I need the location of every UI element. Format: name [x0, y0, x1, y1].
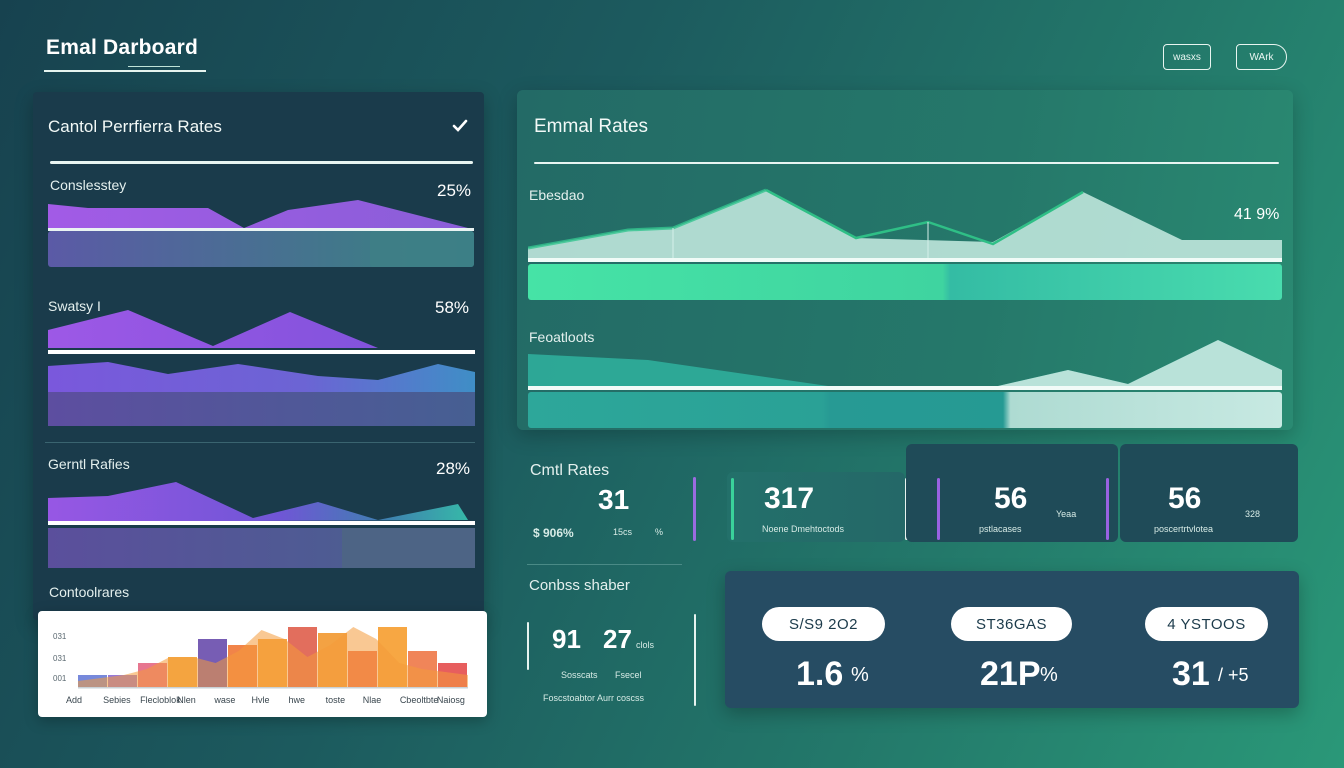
lower-stats-divider [527, 564, 682, 565]
rates-section-label-1: Ebesdao [529, 187, 585, 203]
x-axis-labels: Add Sebies Flecloblok Nlen wase Hvle hwe toste N… [66, 695, 474, 709]
rates-chart-2 [528, 340, 1282, 428]
summary-unit-1: % [851, 664, 869, 686]
stat-value-4: 56 [1168, 482, 1202, 515]
lower-stat-value-1: 91 [552, 624, 581, 654]
stats-title: Cmtl Rates [530, 462, 610, 479]
x-axis-label: Naiosg [436, 695, 465, 705]
performance-panel-title: Cantol Perrfierra Rates [48, 117, 222, 136]
rates-section-label-2: Feoatloots [529, 329, 595, 345]
y-tick: 001 [53, 674, 67, 683]
title-underline-accent [128, 66, 180, 67]
summary-pill-1[interactable]: S/S9 2O2 [762, 607, 885, 641]
lower-stat-unit: clols [636, 640, 655, 650]
stat-side-card4: 328 [1245, 509, 1261, 519]
rates-section-value-1: 41 9% [1234, 206, 1280, 223]
rates-divider [534, 162, 1279, 164]
lower-stat-value-2: 27 [603, 624, 632, 654]
lower-stats-bar-2 [694, 614, 696, 706]
stat-sub-card2: Noene Dmehtoctods [762, 524, 845, 534]
panel-divider [50, 161, 473, 164]
lower-stat-sub-1: Sosscats [561, 670, 598, 680]
metric-label-1: Conslesstey [50, 177, 127, 193]
metric-value-2: 58% [435, 298, 470, 317]
stat-value-2: 317 [764, 482, 815, 515]
stat-sub-card3: pstlacases [979, 524, 1022, 534]
x-axis-label: hwe [288, 695, 306, 705]
header-button-secondary[interactable]: WArk [1236, 44, 1287, 70]
metric-value-3: 28% [436, 459, 471, 478]
y-tick: 031 [53, 654, 67, 663]
metric-chart-3 [48, 482, 475, 568]
x-axis-label: wase [214, 695, 236, 705]
stat-sub-3: % [655, 527, 664, 537]
stat-sub-card4: poscertrtvlotea [1154, 524, 1214, 534]
stat-value-3: 56 [994, 482, 1028, 515]
lower-stat-sub-2: Fsecel [615, 670, 642, 680]
check-icon[interactable] [452, 119, 468, 133]
stat-card-3 [906, 444, 1118, 542]
mini-bar-chart [78, 627, 468, 689]
stat-sub-1: $ 906% [533, 526, 574, 540]
lower-stats-bar [527, 622, 529, 670]
metric-value-1: 25% [437, 181, 472, 200]
metric-chart-2 [48, 310, 475, 426]
lower-stats-title: Conbss shaber [529, 577, 630, 594]
metric-label-2: Swatsy I [48, 298, 101, 314]
y-tick: 031 [53, 632, 67, 641]
stat-card-4 [1120, 444, 1298, 542]
panel-divider-2 [45, 442, 475, 443]
stat-side-card3: Yeaa [1056, 509, 1077, 519]
x-axis-label: Flecloblok [140, 695, 181, 705]
metric-chart-1 [48, 200, 474, 267]
x-axis-label: Add [66, 695, 83, 705]
rates-chart-1 [528, 188, 1282, 300]
app-title: Emal Darboard [46, 36, 198, 59]
x-axis-label: Nlen [177, 695, 196, 705]
contacts-label: Contoolrares [49, 584, 130, 600]
mini-chart-card: 031 031 001 Add Sebies Flecloblok Nlen wase H… [38, 611, 487, 717]
x-axis-label: toste [325, 695, 346, 705]
stat-card-2 [727, 472, 905, 542]
header-button-primary[interactable]: wasxs [1163, 44, 1211, 70]
summary-unit-2: % [1040, 664, 1058, 686]
stat-divider [693, 477, 696, 541]
stat-accent-3 [937, 478, 940, 540]
stat-value-1: 31 [598, 484, 630, 515]
mini-area [78, 627, 468, 687]
mini-baseline [78, 687, 468, 689]
metric-label-3: Gerntl Rafies [48, 456, 130, 472]
stat-accent-3b [1106, 478, 1109, 540]
x-axis-label: Nlae [362, 695, 382, 705]
x-axis-label: Sebies [103, 695, 131, 705]
summary-value-3: 31 [1172, 655, 1210, 693]
stat-sub-2: 15cs [613, 527, 633, 537]
title-underline [44, 70, 206, 72]
summary-pill-3[interactable]: 4 YSTOOS [1145, 607, 1268, 641]
x-axis-label: Hvle [251, 695, 270, 705]
stat-accent-2 [731, 478, 734, 540]
lower-stat-footer: Foscstoabtor Aurr coscss [543, 693, 645, 703]
summary-value-2: 21P [980, 655, 1041, 693]
summary-value-1: 1.6 [796, 655, 844, 693]
summary-pill-2[interactable]: ST36GAS [951, 607, 1072, 641]
x-axis-label: Cbeoltbte [399, 695, 439, 705]
email-rates-title: Emmal Rates [534, 116, 649, 137]
summary-unit-3: / +5 [1218, 665, 1249, 685]
